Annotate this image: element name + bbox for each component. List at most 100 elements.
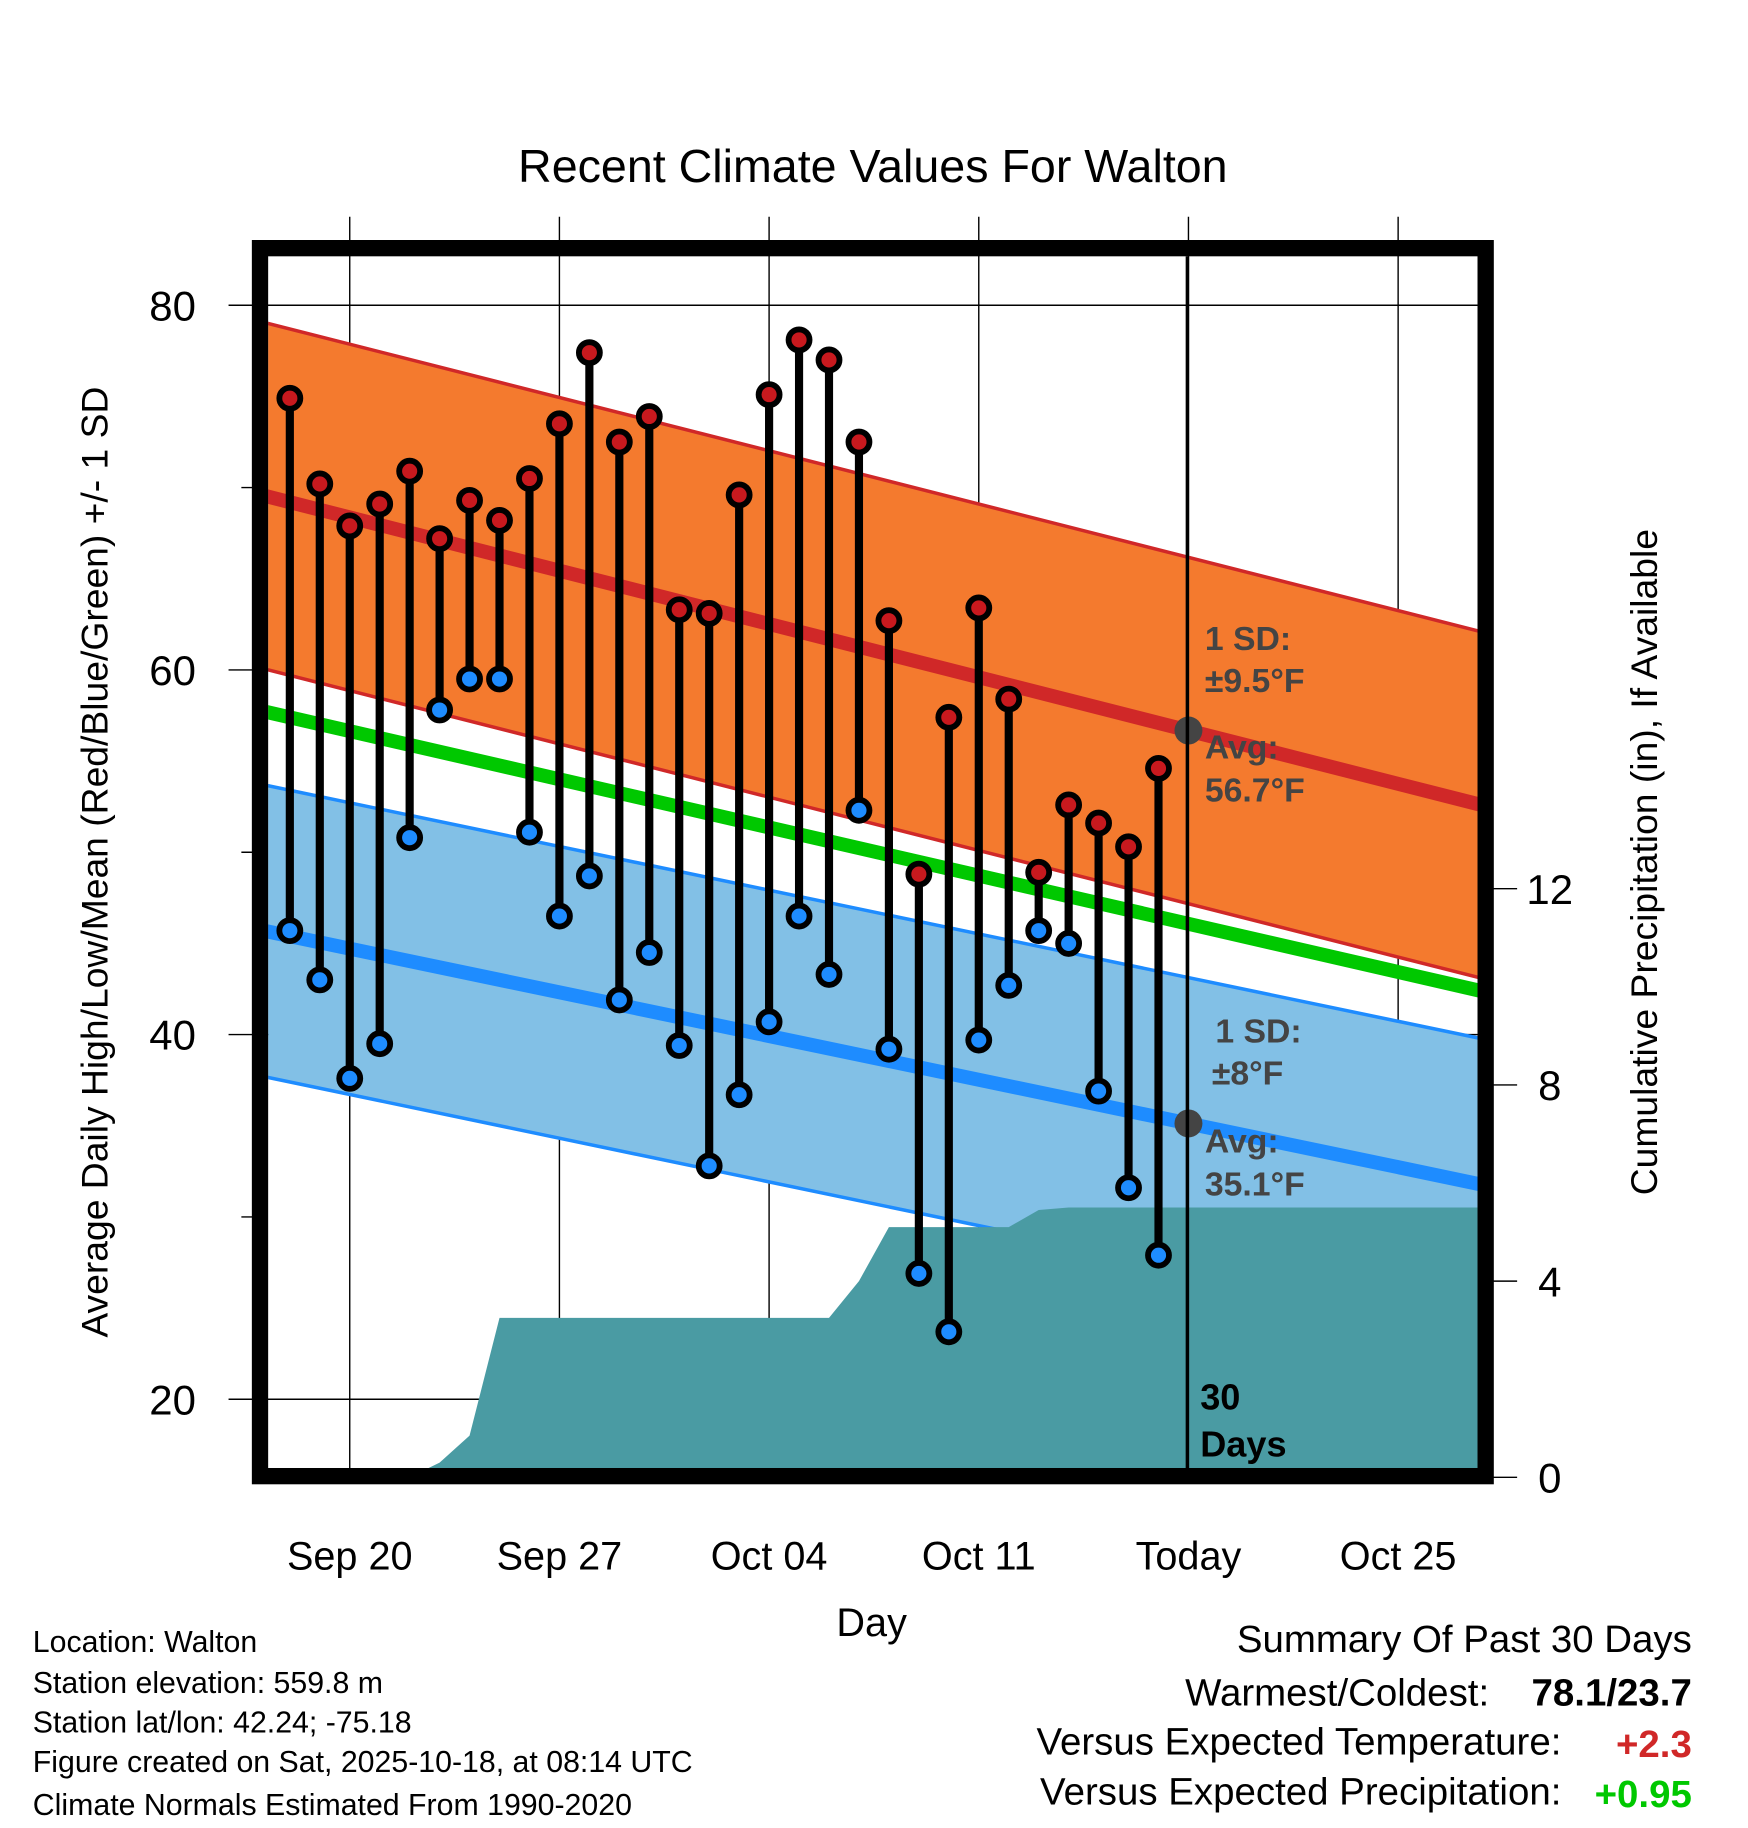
daily-low-point: [1145, 1241, 1172, 1269]
daily-high-point: [905, 860, 933, 888]
y-tick-label: 60: [149, 647, 196, 694]
y-right-tick-label: 12: [1526, 866, 1573, 913]
info-normals: Climate Normals Estimated From 1990-2020: [33, 1789, 632, 1822]
daily-low-point: [1025, 917, 1053, 945]
daily-high-point: [276, 384, 304, 412]
daily-high-point: [426, 525, 454, 553]
high-sd-value: ±9.5°F: [1205, 662, 1305, 700]
x-tick-label: Oct 04: [711, 1534, 828, 1578]
daily-high-point: [336, 512, 364, 540]
daily-high-point: [695, 599, 723, 627]
daily-low-point: [755, 1008, 783, 1036]
daily-low-point: [905, 1260, 933, 1287]
x-tick-label: Oct 25: [1340, 1534, 1457, 1578]
daily-low-point: [336, 1064, 364, 1092]
daily-low-point: [785, 902, 813, 930]
data-marks: [276, 326, 1203, 1346]
daily-high-point: [1025, 858, 1053, 886]
y-right-tick-label: 4: [1538, 1258, 1561, 1305]
daily-low-point: [456, 665, 483, 693]
daily-low-point: [815, 961, 843, 988]
axes: Sep 20 Sep 27 Oct 04 Oct 11 Today Oct 2580604…: [149, 282, 1573, 1578]
info-latlon: Station lat/lon: 42.24; -75.18: [33, 1706, 412, 1739]
daily-high-point: [965, 594, 993, 622]
x-tick-label: Sep 27: [497, 1534, 623, 1578]
x-tick-label: Sep 20: [287, 1534, 413, 1578]
warm-cold-label: Warmest/Coldest:: [1185, 1672, 1489, 1715]
low-sd-label: 1 SD:: [1215, 1013, 1301, 1051]
y-axis-right-label: Cumulative Precipitation (in), If Availa…: [1623, 529, 1665, 1195]
daily-low-point: [1085, 1077, 1112, 1105]
daily-high-point: [396, 457, 424, 485]
daily-high-point: [755, 381, 783, 408]
daily-low-point: [965, 1026, 993, 1054]
high-avg-label: Avg:: [1205, 728, 1279, 766]
daily-low-point: [546, 902, 573, 930]
precip-value: +0.95: [1595, 1773, 1692, 1816]
daily-low-point: [486, 665, 513, 693]
daily-high-point: [635, 403, 663, 430]
daily-high-point: [935, 703, 963, 731]
daily-low-point: [396, 824, 424, 852]
daily-high-point: [516, 465, 543, 492]
x-tick-label: Oct 11: [922, 1534, 1036, 1578]
daily-high-point: [1085, 809, 1112, 837]
daily-high-point: [665, 596, 693, 624]
temp-label: Versus Expected Temperature:: [1036, 1721, 1561, 1764]
summary-title: Summary Of Past 30 Days: [1237, 1618, 1692, 1661]
y-tick-label: 80: [149, 282, 196, 329]
station-info: Location: Walton Station elevation: 559.…: [33, 1626, 693, 1822]
y-axis-label: Average Daily High/Low/Mean (Red/Blue/Gr…: [73, 387, 115, 1338]
daily-high-point: [725, 481, 753, 509]
summary: Summary Of Past 30 Days Warmest/Coldest:…: [1036, 1618, 1691, 1816]
daily-low-point: [306, 966, 334, 994]
temp-value: +2.3: [1616, 1723, 1692, 1766]
daily-high-point: [456, 486, 483, 514]
daily-low-point: [426, 696, 454, 724]
daily-low-point: [845, 796, 873, 824]
low-sd-value: ±8°F: [1212, 1055, 1283, 1093]
info-elevation: Station elevation: 559.8 m: [33, 1667, 383, 1700]
daily-high-point: [366, 490, 394, 518]
daily-high-point: [486, 507, 513, 534]
daily-high-point: [995, 685, 1023, 713]
low-avg-value: 35.1°F: [1205, 1165, 1305, 1203]
y-right-tick-label: 8: [1538, 1062, 1561, 1109]
daily-high-point: [575, 339, 603, 367]
daily-low-point: [695, 1152, 723, 1180]
daily-high-point: [875, 607, 903, 635]
x-tick-label: Today: [1136, 1534, 1242, 1578]
daily-low-point: [665, 1032, 693, 1059]
daily-low-point: [875, 1035, 903, 1063]
daily-high-point: [815, 346, 843, 374]
daily-low-point: [575, 862, 603, 890]
low-avg-label: Avg:: [1205, 1122, 1279, 1160]
daily-low-point: [276, 917, 304, 945]
high-sd-label: 1 SD:: [1205, 620, 1291, 658]
y-right-tick-label: 0: [1538, 1454, 1561, 1501]
precip-label: Versus Expected Precipitation:: [1040, 1771, 1561, 1814]
y-tick-label: 40: [149, 1012, 196, 1059]
days-count: 30: [1200, 1377, 1240, 1418]
daily-low-point: [935, 1318, 963, 1346]
chart-title: Recent Climate Values For Walton: [518, 140, 1228, 192]
daily-low-point: [366, 1030, 394, 1058]
high-annotation: 1 SD: ±9.5°F Avg: 56.7°F 1 SD: ±8°F Avg:…: [1205, 620, 1305, 1203]
daily-high-point: [785, 326, 813, 354]
x-axis-label: Day: [836, 1601, 907, 1645]
daily-high-point: [306, 470, 334, 498]
daily-high-point: [1145, 754, 1172, 782]
daily-high-point: [546, 410, 573, 438]
high-avg-value: 56.7°F: [1205, 772, 1305, 810]
daily-low-point: [605, 986, 633, 1014]
daily-low-point: [1115, 1174, 1142, 1202]
warm-cold-value: 78.1/23.7: [1532, 1672, 1692, 1715]
daily-high-point: [1055, 791, 1083, 819]
daily-low-point: [516, 818, 543, 846]
daily-low-point: [725, 1081, 753, 1109]
days-label: Days: [1200, 1423, 1286, 1464]
precip-area: [428, 1207, 1478, 1468]
daily-high-point: [1115, 833, 1142, 861]
daily-low-point: [1055, 930, 1083, 957]
